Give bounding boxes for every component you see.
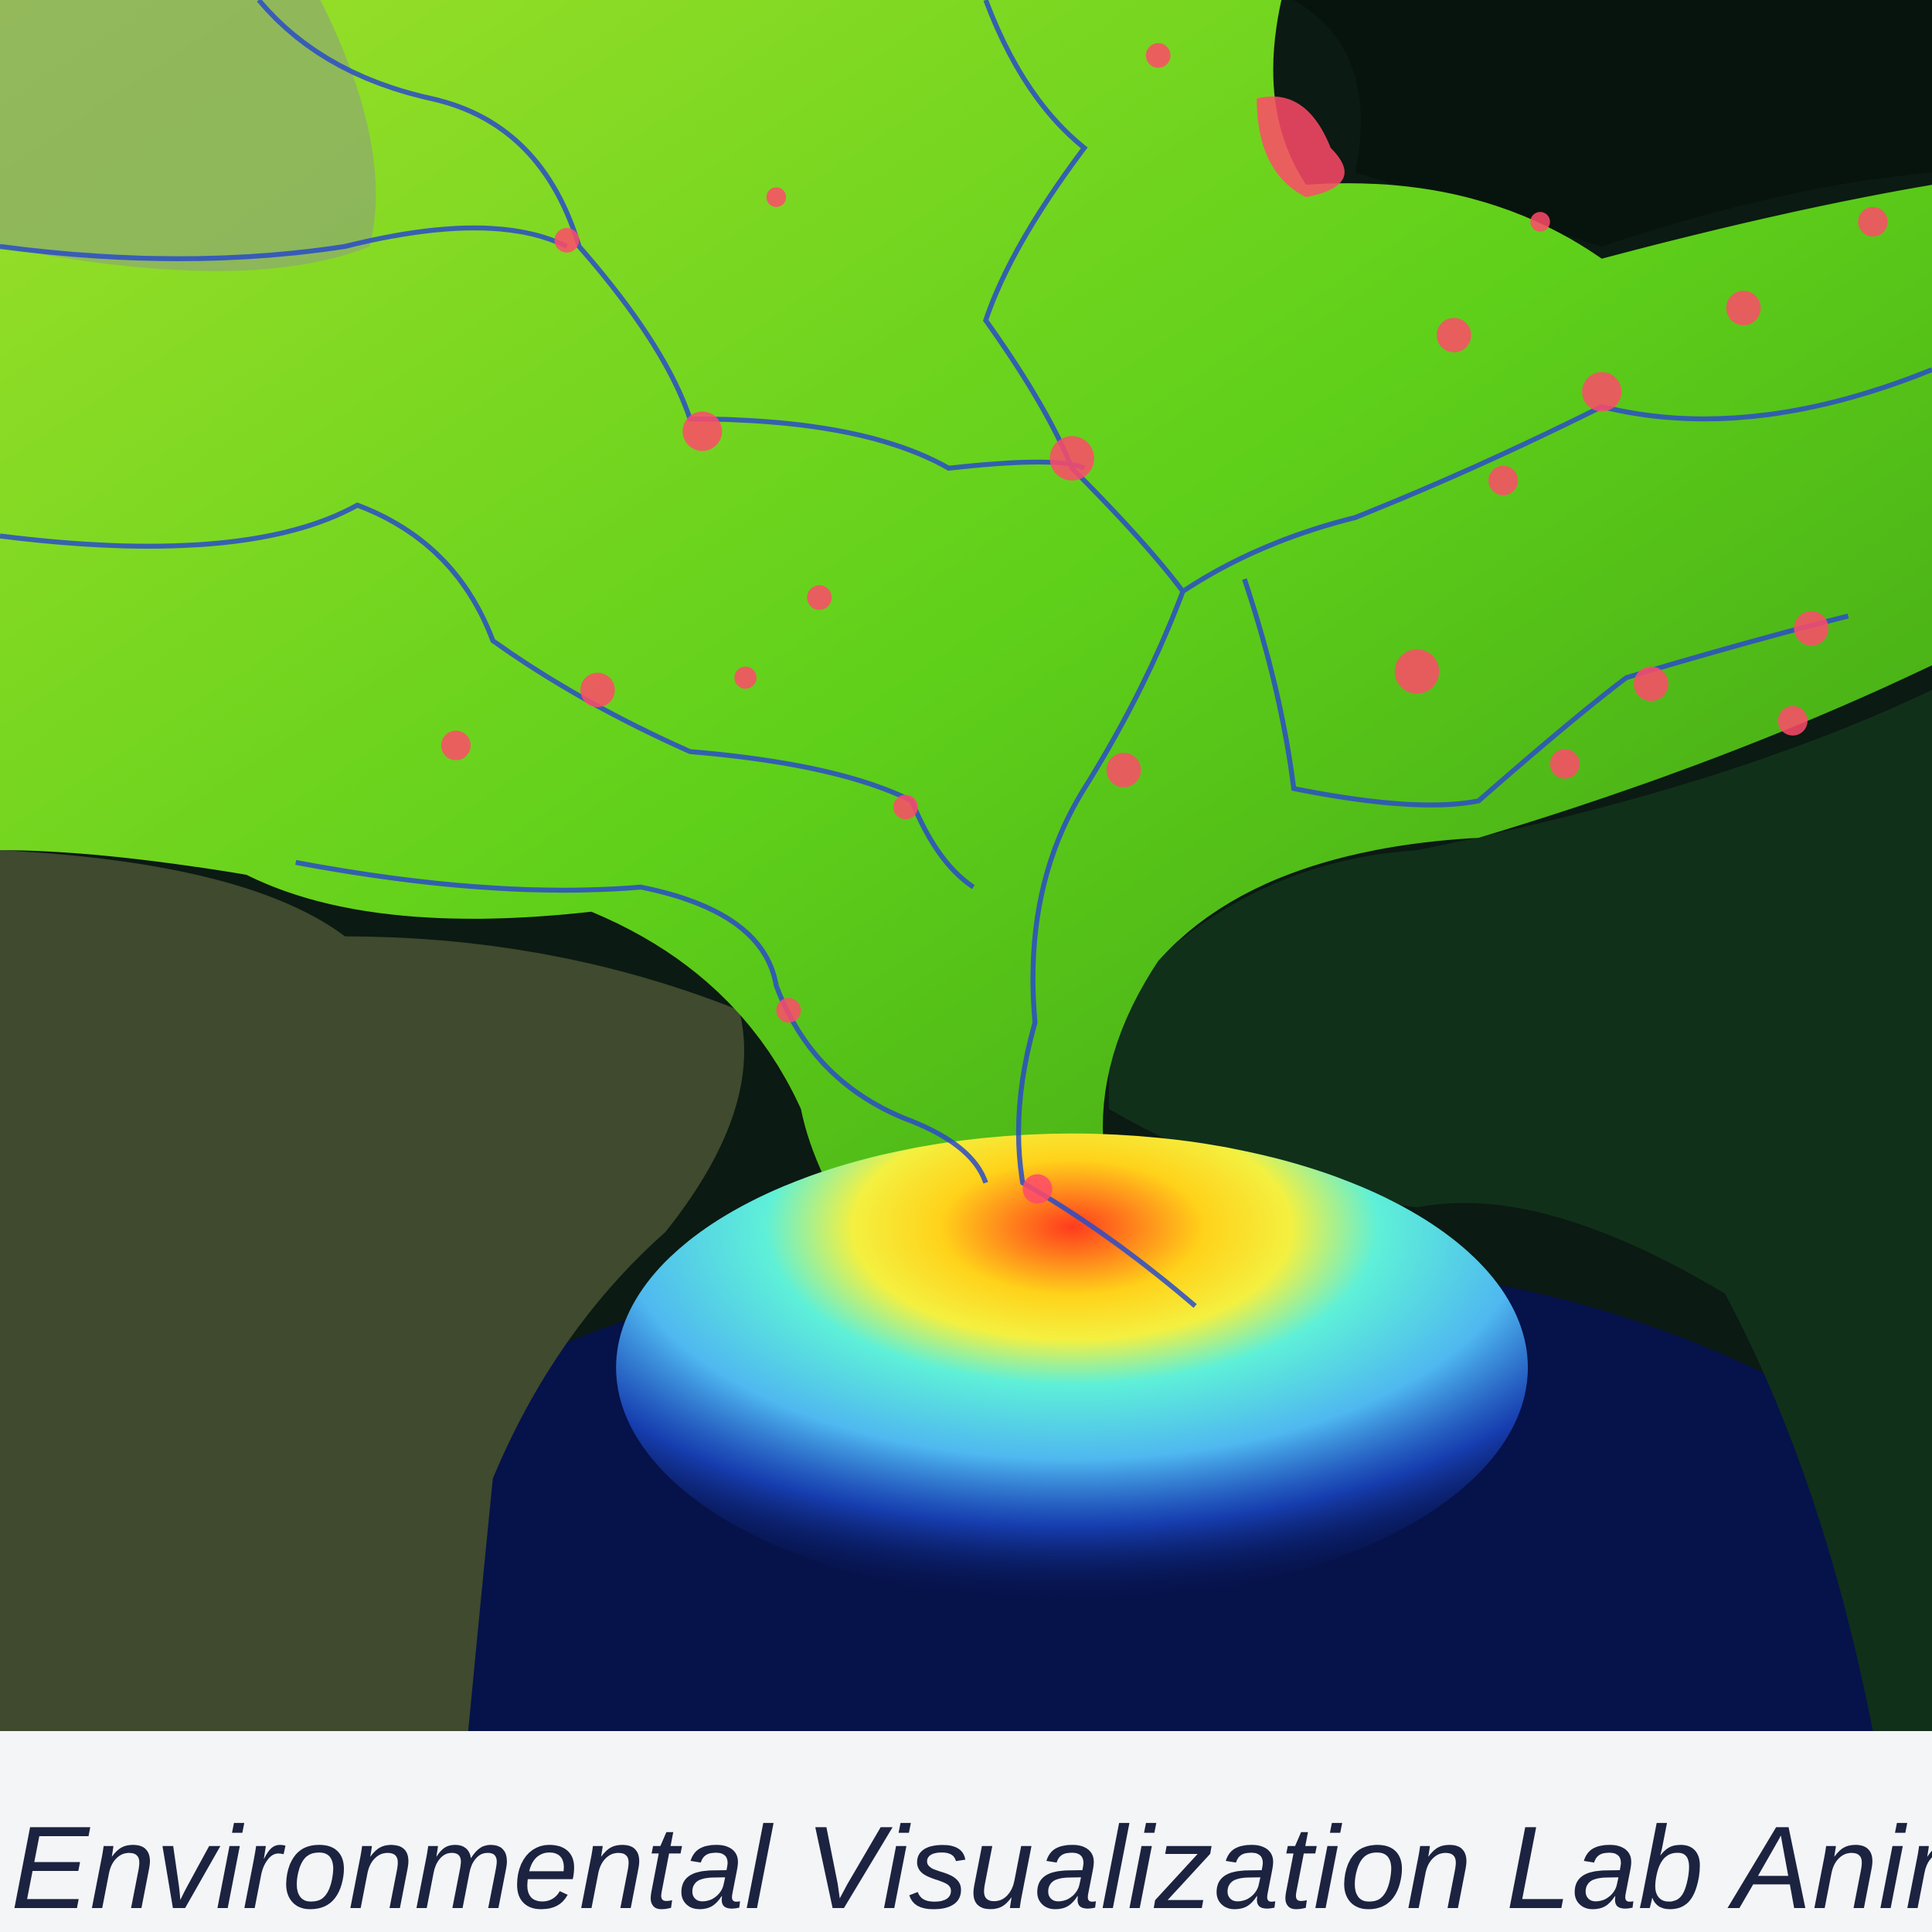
- ohio-river: [1181, 367, 1932, 594]
- city: [580, 672, 615, 708]
- city: [1726, 291, 1761, 325]
- city: [1022, 1174, 1053, 1204]
- texas-land: [0, 850, 745, 1731]
- city: [1634, 666, 1668, 702]
- map-visualization: [0, 0, 1932, 1731]
- city: [682, 411, 723, 451]
- city: [893, 794, 918, 820]
- city: [554, 227, 580, 253]
- city: [1488, 465, 1519, 495]
- city: [766, 187, 787, 207]
- city: [440, 730, 471, 760]
- city: [1145, 43, 1171, 68]
- city: [1530, 212, 1550, 232]
- city: [734, 666, 757, 689]
- city: [1582, 372, 1622, 412]
- city: [807, 585, 832, 611]
- mississippi-river: [982, 0, 1197, 1308]
- city: [776, 998, 801, 1023]
- red-river: [295, 859, 988, 1184]
- city: [1049, 436, 1094, 481]
- city: [1257, 96, 1345, 198]
- city: [1106, 753, 1141, 787]
- missouri-river: [257, 0, 1086, 471]
- hypoxia-plume: [616, 1133, 1529, 1602]
- city: [1777, 706, 1808, 736]
- tennessee-river: [1242, 578, 1849, 808]
- city: [1794, 611, 1829, 646]
- great-lakes: [1294, 0, 1932, 247]
- platte-river: [0, 225, 568, 261]
- southeast-land: [1108, 689, 1932, 1731]
- city: [1549, 749, 1580, 779]
- cities: [440, 43, 1888, 1204]
- city: [1858, 206, 1888, 237]
- caption: Environmental Visualization Lab Anima: [11, 1802, 1932, 1932]
- city: [1437, 318, 1471, 352]
- plains: [0, 0, 376, 271]
- city: [1394, 649, 1440, 694]
